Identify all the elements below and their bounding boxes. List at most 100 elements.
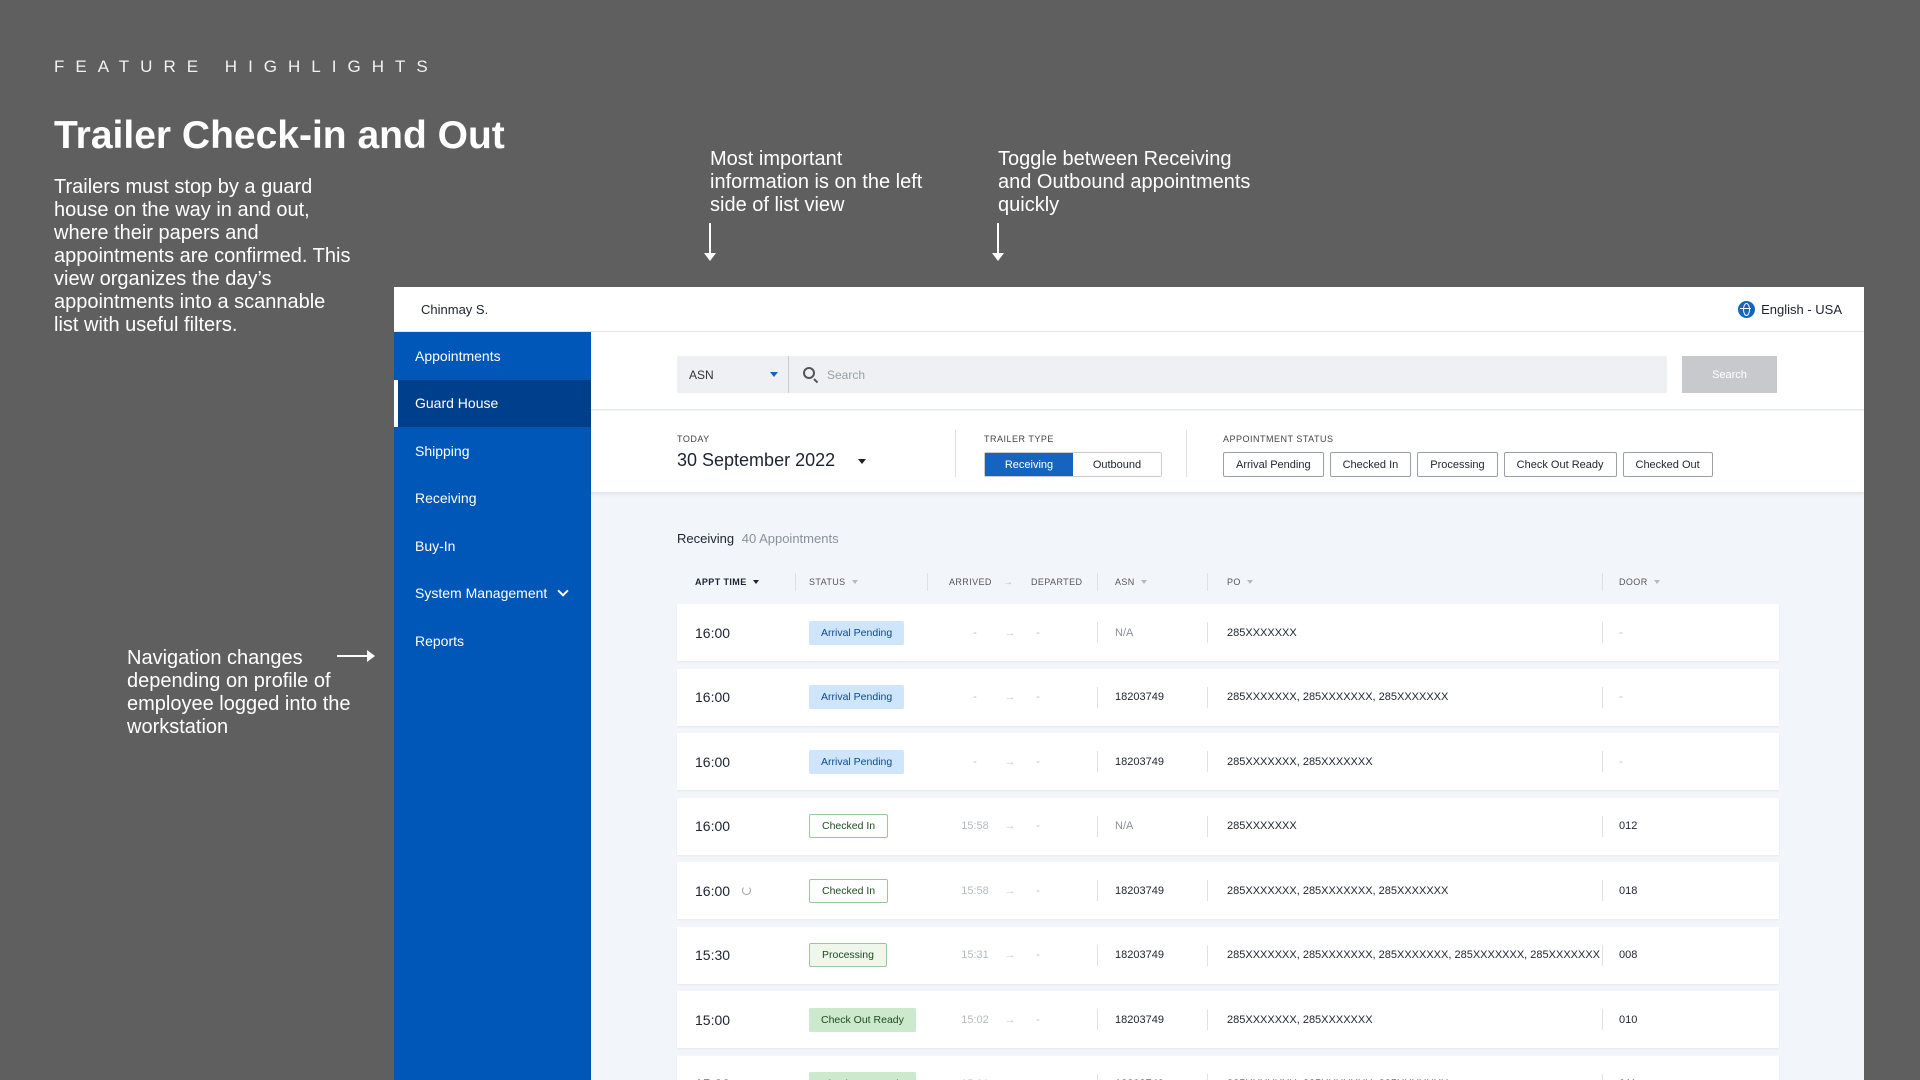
po-value: 285XXXXXXX, 285XXXXXXX, 285XXXXXXX, 285X… <box>1227 949 1601 961</box>
filter-checked-out[interactable]: Checked Out <box>1622 452 1713 477</box>
po-value: 285XXXXXXX <box>1227 626 1297 639</box>
status-badge: Check Out Ready <box>809 1007 916 1032</box>
sidebar-item-buy-in[interactable]: Buy-In <box>415 537 456 554</box>
sidebar-item-appointments[interactable]: Appointments <box>415 347 501 364</box>
table-row[interactable]: 16:00 Arrival Pending - → - 18203749 285… <box>677 668 1779 726</box>
column-po[interactable]: PO <box>1227 577 1253 587</box>
globe-icon <box>1738 300 1756 318</box>
arrived-time: 15:58 <box>961 820 989 832</box>
appointment-list: 16:00 Arrival Pending - → - N/A 285XXXXX… <box>677 604 1779 1080</box>
table-row[interactable]: 16:00 Arrival Pending - → - 18203749 285… <box>677 733 1779 790</box>
status-badge: Checked In <box>809 878 889 903</box>
status-badge: Arrival Pending <box>809 749 905 774</box>
door-value: 011 <box>1619 1056 1637 1080</box>
arrow-down-icon <box>992 223 1004 261</box>
search-box: ASN <box>677 356 1667 393</box>
annotation-left-info: Most important information is on the lef… <box>710 148 923 216</box>
toggle-outbound[interactable]: Outbound <box>1073 453 1161 476</box>
arrived-time: 15:02 <box>961 1013 989 1026</box>
arrived-time: 15:01 <box>955 1056 995 1080</box>
table-row[interactable]: 15:00 Check Out Ready 15:02 → - 18203749… <box>677 991 1779 1048</box>
column-departed[interactable]: DEPARTED <box>1031 577 1083 587</box>
asn-value: 18203749 <box>1115 949 1164 961</box>
asn-value: N/A <box>1115 626 1134 639</box>
asn-value: 18203749 <box>1115 1056 1164 1080</box>
asn-value: N/A <box>1115 820 1134 832</box>
departed-time: - <box>1036 626 1040 639</box>
arrow-right-icon: → <box>1004 884 1016 897</box>
annotation-toggle: Toggle between Receiving and Outbound ap… <box>998 148 1251 216</box>
sidebar: Appointments Guard House Shipping Receiv… <box>394 332 591 1080</box>
eyebrow-label: FEATURE HIGHLIGHTS <box>54 57 439 76</box>
sidebar-item-receiving[interactable]: Receiving <box>415 490 477 507</box>
divider <box>955 430 956 477</box>
door-value: 010 <box>1619 1013 1638 1026</box>
arrived-time: - <box>973 691 977 703</box>
table-row[interactable]: 15:00 Check Out Ready 15:01 → - 18203749… <box>677 1055 1779 1080</box>
arrived-time: - <box>973 755 977 768</box>
date-picker[interactable]: 30 September 2022 <box>677 450 836 470</box>
column-door[interactable]: DOOR <box>1619 577 1660 587</box>
toggle-receiving[interactable]: Receiving <box>985 453 1073 476</box>
departed-time: - <box>1025 1056 1051 1080</box>
arrow-right-icon: → <box>1004 755 1016 768</box>
po-value: 285XXXXXXX, 285XXXXXXX, 285XXXXXXX <box>1227 691 1449 703</box>
arrived-time: 15:31 <box>961 949 989 961</box>
appt-time: 16:00 <box>695 882 731 899</box>
sidebar-item-reports[interactable]: Reports <box>415 632 465 649</box>
sidebar-item-shipping[interactable]: Shipping <box>415 442 470 459</box>
user-name[interactable]: Chinmay S. <box>421 301 489 317</box>
arrow-right-icon: → <box>1004 1013 1016 1026</box>
door-value: - <box>1619 626 1623 639</box>
status-badge: Checked In <box>809 814 889 838</box>
arrow-right-icon <box>337 650 375 662</box>
arrow-right-icon: → <box>1004 626 1016 639</box>
appt-time: 16:00 <box>695 624 731 641</box>
sidebar-item-system-management[interactable]: System Management <box>394 570 591 618</box>
filter-arrival-pending[interactable]: Arrival Pending <box>1223 452 1324 477</box>
search-input[interactable] <box>827 356 1647 393</box>
filter-checked-in[interactable]: Checked In <box>1329 452 1412 477</box>
slide-description: Trailers must stop by a guard house on t… <box>54 176 351 336</box>
po-value: 285XXXXXXX, 285XXXXXXX, 285XXXXXXX <box>1227 884 1449 897</box>
arrow-right-icon: → <box>1004 691 1016 703</box>
appt-time: 16:00 <box>695 753 731 770</box>
asn-value: 18203749 <box>1115 691 1164 703</box>
annotation-navigation: Navigation changes depending on profile … <box>127 647 351 738</box>
column-status[interactable]: STATUS <box>809 577 858 587</box>
departed-time: - <box>1036 755 1040 768</box>
language-selector[interactable]: English - USA <box>1738 300 1842 318</box>
arrow-right-icon: → <box>1004 820 1016 832</box>
table-row[interactable]: 16:00 Checked In 15:58 → - N/A 285XXXXXX… <box>677 797 1779 855</box>
column-asn[interactable]: ASN <box>1115 577 1147 587</box>
table-row[interactable]: 16:00 Arrival Pending - → - N/A 285XXXXX… <box>677 604 1779 661</box>
sync-icon <box>742 886 752 895</box>
search-button[interactable]: Search <box>1682 356 1777 393</box>
sidebar-item-guard-house[interactable]: Guard House <box>394 379 591 427</box>
door-value: 012 <box>1619 820 1638 832</box>
column-appt-time[interactable]: APPT TIME <box>695 577 759 587</box>
status-badge: Processing <box>809 943 887 967</box>
po-value: 285XXXXXXX, 285XXXXXXX <box>1227 1013 1373 1026</box>
filter-check-out-ready[interactable]: Check Out Ready <box>1503 452 1617 477</box>
door-value: - <box>1619 691 1623 703</box>
filter-processing[interactable]: Processing <box>1417 452 1498 477</box>
search-bar: ASN Search <box>591 332 1864 410</box>
status-badge: Arrival Pending <box>809 685 905 709</box>
sort-caret-icon <box>851 580 858 584</box>
sort-caret-icon <box>1653 580 1660 584</box>
table-row[interactable]: 15:30 Processing 15:31 → - 18203749 285X… <box>677 926 1779 984</box>
slide-title: Trailer Check-in and Out <box>54 114 505 157</box>
po-value: 285XXXXXXX <box>1227 820 1297 832</box>
top-bar: Chinmay S. English - USA <box>394 287 1864 332</box>
table-row[interactable]: 16:00 Checked In 15:58 → - 18203749 285X… <box>677 862 1779 919</box>
departed-time: - <box>1036 949 1040 961</box>
asn-value: 18203749 <box>1115 755 1164 768</box>
caret-down-icon[interactable] <box>858 459 866 464</box>
column-arrived[interactable]: ARRIVED <box>949 577 992 587</box>
door-value: - <box>1619 755 1623 768</box>
search-field-select[interactable]: ASN <box>677 356 789 393</box>
sort-caret-icon <box>1246 580 1253 584</box>
appt-time: 15:00 <box>695 1011 731 1028</box>
departed-time: - <box>1036 820 1040 832</box>
